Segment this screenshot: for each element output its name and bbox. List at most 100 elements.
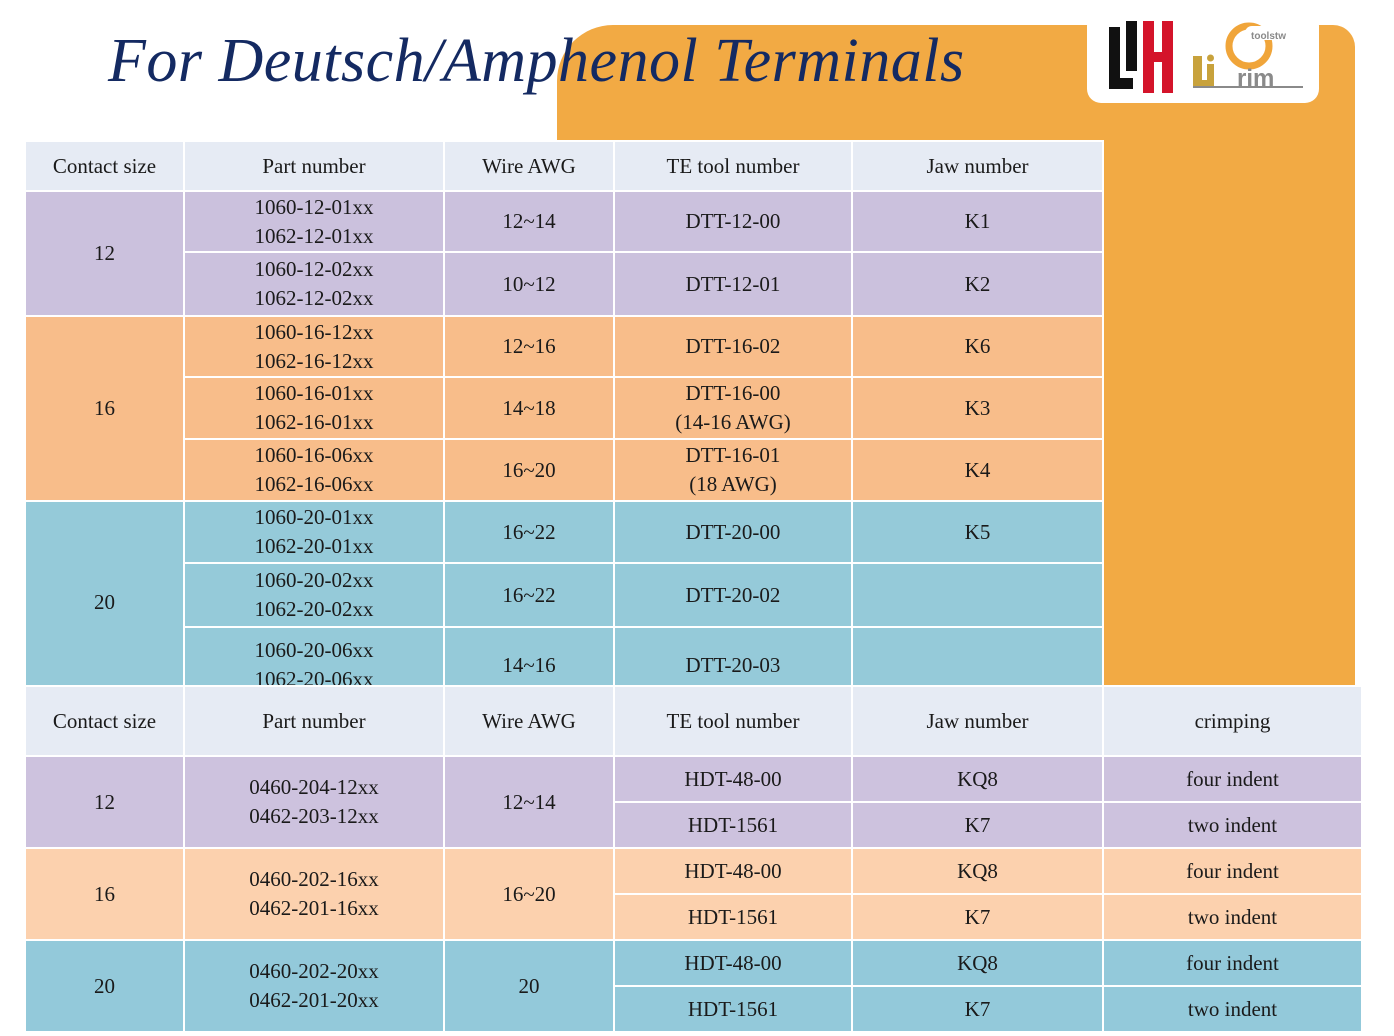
te-tool-number-cell: DTT-20-00 xyxy=(613,500,853,564)
column-header-line: Jaw number xyxy=(926,708,1029,733)
column-header: Contact size xyxy=(24,140,185,192)
wire-awg-cell-line: 14~18 xyxy=(502,395,556,420)
wire-awg-cell-line: 16~22 xyxy=(502,582,556,607)
wire-awg-cell-line: 16~20 xyxy=(502,881,556,906)
jaw-number-cell-line: K3 xyxy=(964,395,991,420)
jaw-number-cell: K7 xyxy=(851,985,1104,1033)
te-tool-number-cell-line: HDT-48-00 xyxy=(684,858,782,883)
crimping-cell-line: four indent xyxy=(1186,766,1279,791)
part-number-cell: 1060-16-12xx 1062-16-12xx xyxy=(183,315,445,378)
te-tool-number-cell-line: DTT-16-01 xyxy=(685,443,781,467)
table-row: HDT-1561 K7 two indent xyxy=(25,893,1363,941)
part-number-cell-line: 0460-202-16xx xyxy=(249,867,379,891)
jaw-number-cell-line: KQ8 xyxy=(957,950,998,975)
wire-awg-cell-line: 16~20 xyxy=(502,457,556,482)
contact-size-cell-line: 20 xyxy=(94,973,115,998)
column-header-line: TE tool number xyxy=(666,708,800,733)
jaw-number-cell: KQ8 xyxy=(851,847,1104,895)
contact-size-cell-line: 16 xyxy=(94,396,115,420)
wire-awg-cell: 16~20 xyxy=(443,438,615,502)
te-tool-number-cell-line: DTT-20-00 xyxy=(685,519,781,544)
column-header: crimping xyxy=(1102,685,1363,757)
wire-awg-cell: 16~22 xyxy=(443,562,615,628)
jaw-number-cell-line: KQ8 xyxy=(957,766,998,791)
wire-awg-cell: 12~16 xyxy=(443,315,615,378)
part-number-cell-line: 0462-201-20xx xyxy=(249,988,379,1012)
column-header: Contact size xyxy=(24,685,185,757)
te-tool-number-cell: HDT-48-00 xyxy=(613,755,853,803)
crimping-cell: four indent xyxy=(1102,939,1363,987)
crimping-cell-line: two indent xyxy=(1187,904,1278,929)
column-header: Part number xyxy=(183,140,445,192)
wire-awg-cell-line: 12~14 xyxy=(502,209,556,233)
wire-awg-cell: 16~22 xyxy=(443,500,615,564)
part-number-cell-line: 1062-12-02xx xyxy=(254,286,374,310)
part-number-cell-line: 0462-201-16xx xyxy=(249,896,379,920)
jaw-number-cell-line: KQ8 xyxy=(957,858,998,883)
part-number-cell-line: 0462-203-12xx xyxy=(249,804,379,828)
part-number-cell-line: 1060-16-12xx xyxy=(254,319,374,344)
part-number-cell-line: 1060-20-06xx xyxy=(254,638,374,662)
contact-size-cell-line: 16 xyxy=(94,881,115,906)
part-number-cell-line: 1060-16-06xx xyxy=(254,443,374,467)
table-row: 16 0460-202-16xx 0462-201-16xx 16~20 HDT-48-… xyxy=(24,847,1363,941)
te-tool-number-cell-line: HDT-1561 xyxy=(687,904,779,929)
wire-awg-cell-line: 20 xyxy=(518,973,540,998)
wire-awg-cell-line: 12~16 xyxy=(502,334,556,358)
contact-size-cell: 20 xyxy=(24,939,185,1033)
te-tool-number-cell-line: (14-16 AWG) xyxy=(675,410,791,434)
part-number-cell-line: 1060-12-01xx xyxy=(254,194,374,219)
jaw-number-cell: KQ8 xyxy=(851,939,1104,987)
table-row: 20 1060-20-01xx 1062-20-01xx 16~22 DTT-20-00… xyxy=(24,500,1104,704)
table-row: 1060-16-06xx 1062-16-06xx 16~20 DTT-16-01 (1… xyxy=(25,438,1104,502)
crimping-cell: four indent xyxy=(1102,847,1363,895)
contact-size-cell: 12 xyxy=(24,755,185,849)
licrim-logo-icon: toolstw rim xyxy=(1193,22,1303,88)
jaw-number-cell: K1 xyxy=(851,190,1104,253)
part-number-cell: 1060-12-02xx 1062-12-02xx xyxy=(183,251,445,317)
crimping-cell: two indent xyxy=(1102,801,1363,849)
jaw-number-cell: KQ8 xyxy=(851,755,1104,803)
wire-awg-cell: 16~20 xyxy=(443,847,615,941)
part-number-cell: 0460-202-20xx 0462-201-20xx xyxy=(183,939,445,1033)
wire-awg-cell-line: 12~14 xyxy=(502,789,556,814)
te-tool-number-cell-line: DTT-16-02 xyxy=(685,334,781,358)
te-tool-number-cell: HDT-1561 xyxy=(613,893,853,941)
contact-size-cell: 16 xyxy=(24,847,185,941)
te-tool-number-cell-line: HDT-1561 xyxy=(687,812,779,837)
table-row: 1060-12-02xx 1062-12-02xx 10~12 DTT-12-01 K2 xyxy=(25,251,1104,317)
part-number-cell: 0460-204-12xx 0462-203-12xx xyxy=(183,755,445,849)
table-header-row: Contact size Part number Wire AWG TE tool n… xyxy=(24,140,1104,192)
column-header-line: Jaw number xyxy=(926,153,1029,178)
column-header: Wire AWG xyxy=(443,685,615,757)
column-header-line: Wire AWG xyxy=(482,708,576,733)
jaw-number-cell-line: K5 xyxy=(964,519,991,544)
te-tool-number-cell-line: HDT-48-00 xyxy=(684,950,782,975)
table-row: 16 1060-16-12xx 1062-16-12xx 12~16 DTT-16-02… xyxy=(24,315,1104,502)
jaw-number-cell: K6 xyxy=(851,315,1104,378)
crimping-cell-line: four indent xyxy=(1186,950,1279,975)
svg-text:rim: rim xyxy=(1237,65,1274,88)
crimping-cell: two indent xyxy=(1102,985,1363,1033)
column-header-line: Contact size xyxy=(52,153,157,178)
wire-awg-cell: 12~14 xyxy=(443,755,615,849)
jaw-number-cell xyxy=(851,562,1104,628)
jaw-number-cell: K7 xyxy=(851,801,1104,849)
jaw-number-cell-line: K7 xyxy=(964,812,991,837)
column-header-line: Contact size xyxy=(52,708,157,733)
part-number-cell: 1060-20-01xx 1062-20-01xx xyxy=(183,500,445,564)
wire-awg-cell: 14~18 xyxy=(443,376,615,440)
part-number-cell-line: 1060-12-02xx xyxy=(254,257,374,281)
table-row: 20 0460-202-20xx 0462-201-20xx 20 HDT-48-00 K… xyxy=(24,939,1363,1033)
te-tool-number-cell: DTT-16-01 (18 AWG) xyxy=(613,438,853,502)
contact-size-cell: 20 xyxy=(24,500,185,704)
te-tool-number-cell-line: DTT-12-01 xyxy=(685,271,781,296)
amphenol-terminal-table: Contact size Part number Wire AWG TE tool n… xyxy=(24,685,1363,1033)
te-tool-number-cell-line: (18 AWG) xyxy=(689,472,777,496)
te-tool-number-cell: HDT-1561 xyxy=(613,801,853,849)
contact-size-cell-line: 12 xyxy=(94,241,115,265)
wire-awg-cell-line: 16~22 xyxy=(502,519,556,544)
table-header-row: Contact size Part number Wire AWG TE tool n… xyxy=(24,685,1363,757)
column-header: Wire AWG xyxy=(443,140,615,192)
table-row: HDT-1561 K7 two indent xyxy=(25,985,1363,1033)
